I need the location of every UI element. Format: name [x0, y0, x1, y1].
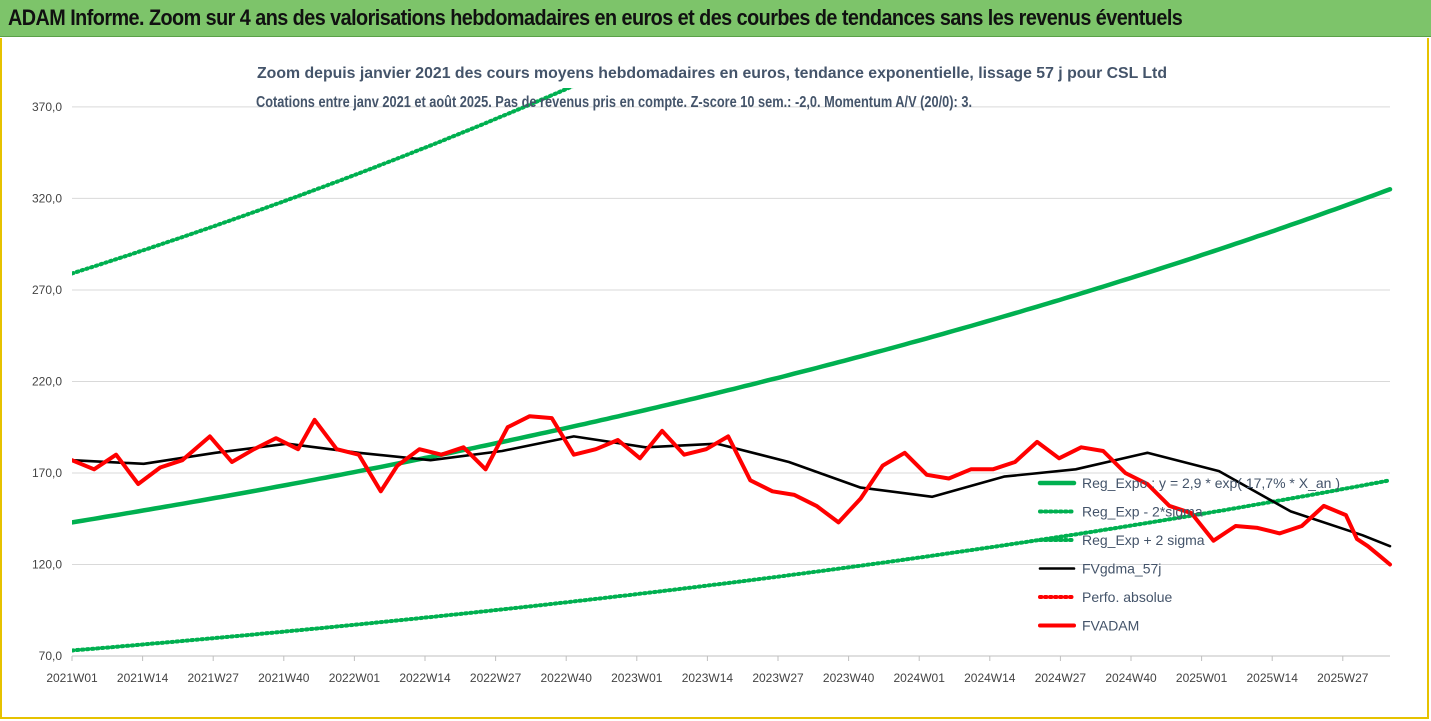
x-tick-label: 2023W27: [752, 671, 804, 685]
series-line-fvgdma-57j: [72, 435, 1392, 548]
y-tick-label: 170,0: [32, 466, 62, 480]
legend-label: Reg_Exp - 2*sigma: [1082, 504, 1203, 520]
y-tick-label: 370,0: [32, 100, 62, 114]
y-tick-label: 120,0: [32, 557, 62, 571]
series-line-reg-exp: [72, 88, 574, 276]
x-tick-label: 2025W27: [1317, 671, 1369, 685]
report-banner: ADAM Informe. Zoom sur 4 ans des valoris…: [0, 0, 1431, 37]
x-tick-label: 2022W27: [470, 671, 522, 685]
x-tick-label: 2021W01: [46, 671, 98, 685]
x-tick-label: 2022W40: [541, 671, 593, 685]
x-tick-label: 2025W14: [1247, 671, 1299, 685]
x-tick-label: 2024W27: [1035, 671, 1087, 685]
legend-label: Perfo. absolue: [1082, 589, 1172, 605]
series-line-fvadam: [72, 414, 1392, 567]
x-tick-label: 2024W40: [1105, 671, 1157, 685]
legend-label: FVADAM: [1082, 618, 1139, 634]
y-tick-label: 220,0: [32, 374, 62, 388]
x-tick-label: 2024W01: [894, 671, 946, 685]
x-tick-label: 2021W40: [258, 671, 310, 685]
legend-label: Reg_Expo : y = 2,9 * exp( 17,7% * X_an ): [1082, 475, 1340, 491]
chart-frame: [0, 38, 1429, 719]
x-tick-label: 2023W40: [823, 671, 875, 685]
x-tick-label: 2021W14: [117, 671, 169, 685]
x-tick-label: 2024W14: [964, 671, 1016, 685]
x-tick-label: 2021W27: [188, 671, 240, 685]
x-tick-label: 2023W01: [611, 671, 663, 685]
chart-subtitle: Cotations entre janv 2021 et août 2025. …: [256, 94, 972, 111]
series-line-reg-expo: [72, 187, 1393, 525]
report-title: ADAM Informe. Zoom sur 4 ans des valoris…: [8, 5, 1183, 30]
x-tick-label: 2022W01: [329, 671, 381, 685]
series-line-reg-exp: [72, 478, 1392, 653]
y-tick-label: 70,0: [39, 649, 63, 663]
x-tick-label: 2022W14: [399, 671, 451, 685]
x-tick-label: 2023W14: [682, 671, 734, 685]
y-tick-label: 270,0: [32, 283, 62, 297]
y-tick-label: 320,0: [32, 191, 62, 205]
x-tick-label: 2025W01: [1176, 671, 1228, 685]
chart-title: Zoom depuis janvier 2021 des cours moyen…: [257, 65, 1167, 82]
legend-label: FVgdma_57j: [1082, 561, 1161, 577]
legend-label: Reg_Exp + 2 sigma: [1082, 532, 1205, 548]
